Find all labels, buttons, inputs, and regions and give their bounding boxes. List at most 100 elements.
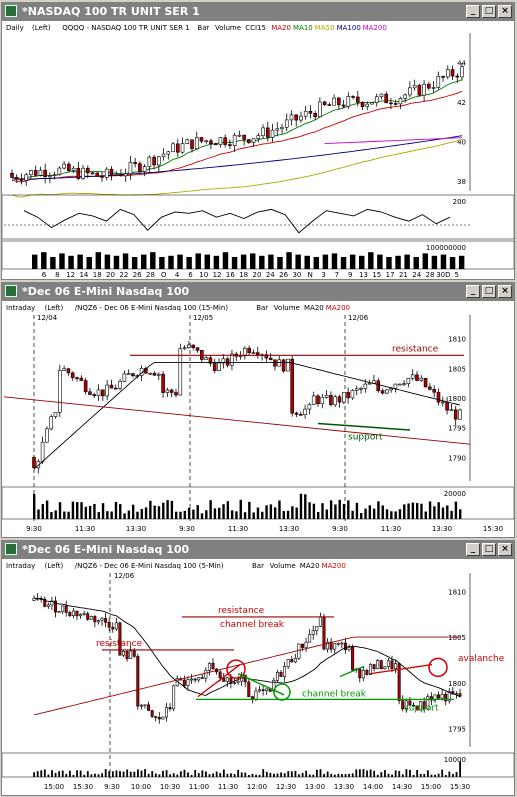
volume-bar — [86, 771, 89, 777]
header-label: Intraday — [6, 562, 35, 570]
title-bar[interactable]: *Dec 06 E-Mini Nasdaq 100 _ □ × — [2, 283, 514, 301]
volume-bar — [283, 773, 286, 777]
5min-candle — [154, 716, 158, 718]
15min-candle — [191, 344, 196, 348]
daily-candle — [171, 143, 175, 153]
daily-candle — [280, 126, 284, 130]
volume-bar — [137, 769, 139, 777]
volume-bar — [65, 773, 68, 777]
volume-bar — [45, 500, 49, 519]
volume-bar — [286, 510, 290, 519]
header-label: MA20 — [271, 24, 291, 32]
cci-line — [23, 208, 451, 234]
volume-bar — [312, 503, 316, 519]
daily-candle — [351, 96, 355, 98]
daily-candle — [29, 170, 33, 176]
x-tick-label: 6 — [42, 271, 47, 279]
volume-bar — [282, 511, 285, 519]
5min-candle — [361, 669, 365, 679]
title-bar[interactable]: *Dec 06 E-Mini Nasdaq 100 _ □ × — [2, 541, 514, 559]
close-button[interactable]: × — [498, 543, 512, 556]
volume-bar — [104, 769, 107, 777]
5min-candle — [290, 659, 294, 663]
volume-bar — [50, 257, 56, 269]
daily-candle — [213, 143, 218, 146]
15min-candle — [178, 348, 183, 396]
volume-bar — [122, 253, 129, 269]
chart-icon — [5, 285, 17, 297]
volume-bar — [428, 501, 432, 519]
volume-bar — [391, 774, 393, 777]
close-button[interactable]: × — [498, 5, 512, 18]
volume-bar — [366, 770, 368, 777]
daily-candle — [408, 87, 412, 96]
support-label: support — [404, 703, 439, 713]
daily-candle — [294, 114, 299, 121]
volume-bar — [373, 770, 376, 777]
15min-candle — [212, 362, 217, 372]
volume-bar — [321, 503, 324, 519]
volume-bar — [326, 771, 329, 777]
header-label: (Left) — [32, 24, 51, 32]
resistance-label: resistance — [392, 344, 439, 354]
15min-candle — [359, 388, 363, 390]
15min-candle — [161, 373, 165, 393]
volume-bar — [187, 507, 191, 519]
15min-candle — [385, 389, 389, 394]
volume-bar — [168, 255, 174, 269]
daily-candle — [337, 97, 341, 106]
maximize-button[interactable]: □ — [482, 5, 496, 18]
intraday-15min-chart[interactable]: Intraday (Left) /NQZ6 - Dec 06 E-Mini Nasd… — [2, 301, 514, 537]
header-label: Daily — [6, 24, 24, 32]
volume-bar — [369, 769, 372, 777]
daily-candle — [318, 101, 322, 118]
minimize-button[interactable]: _ — [466, 5, 480, 18]
maximize-button[interactable]: □ — [482, 543, 496, 556]
15min-candle — [428, 386, 432, 390]
header-label: MA100 — [337, 24, 361, 32]
daily-candle — [175, 143, 180, 153]
x-tick-label: 24 — [412, 271, 421, 279]
intraday-5min-chart[interactable]: Intraday (Left) /NQZ6 - Dec 06 E-Mini Nasd… — [2, 559, 514, 795]
close-button[interactable]: × — [498, 285, 512, 298]
15min-candle — [243, 347, 247, 357]
volume-bar — [386, 257, 392, 269]
5min-candle — [121, 651, 125, 656]
volume-bar — [431, 255, 438, 269]
volume-bar — [261, 511, 264, 519]
5min-candle — [247, 681, 251, 697]
header-label: MA50 — [315, 24, 335, 32]
15min-candle — [376, 380, 381, 392]
maximize-button[interactable]: □ — [482, 285, 496, 298]
channel-break-label-green: channel break — [302, 690, 367, 700]
header-label: MA200 — [363, 24, 387, 32]
daily-candle — [346, 96, 351, 107]
title-bar[interactable]: *NASDAQ 100 TR UNIT SER 1 _ □ × — [2, 3, 514, 21]
15min-candle — [440, 401, 445, 404]
volume-bar — [239, 499, 242, 519]
volume-bar — [226, 501, 230, 519]
volume-bar — [131, 257, 138, 269]
volume-bar — [172, 773, 175, 777]
5min-candle — [315, 625, 319, 631]
15min-candle — [389, 388, 393, 391]
volume-bar — [222, 769, 225, 777]
x-tick-label: 16 — [226, 271, 235, 279]
15min-candle — [113, 387, 118, 390]
5min-candle — [204, 670, 208, 679]
volume-bar — [136, 511, 139, 519]
volume-bar — [226, 773, 229, 777]
volume-bar — [262, 769, 265, 777]
minimize-button[interactable]: _ — [466, 285, 480, 298]
volume-bar — [114, 501, 118, 519]
15min-candle — [156, 373, 161, 376]
15min-candle — [70, 372, 75, 379]
daily-candle — [374, 96, 379, 104]
minimize-button[interactable]: _ — [466, 543, 480, 556]
15min-candle — [131, 373, 135, 377]
volume-bar — [147, 773, 150, 777]
5min-candle — [386, 660, 390, 667]
daily-chart[interactable]: Daily (Left) QQQQ - NASDAQ 100 TR UNIT SER… — [2, 21, 514, 279]
volume-bar — [80, 502, 83, 519]
volume-bar — [444, 774, 447, 777]
